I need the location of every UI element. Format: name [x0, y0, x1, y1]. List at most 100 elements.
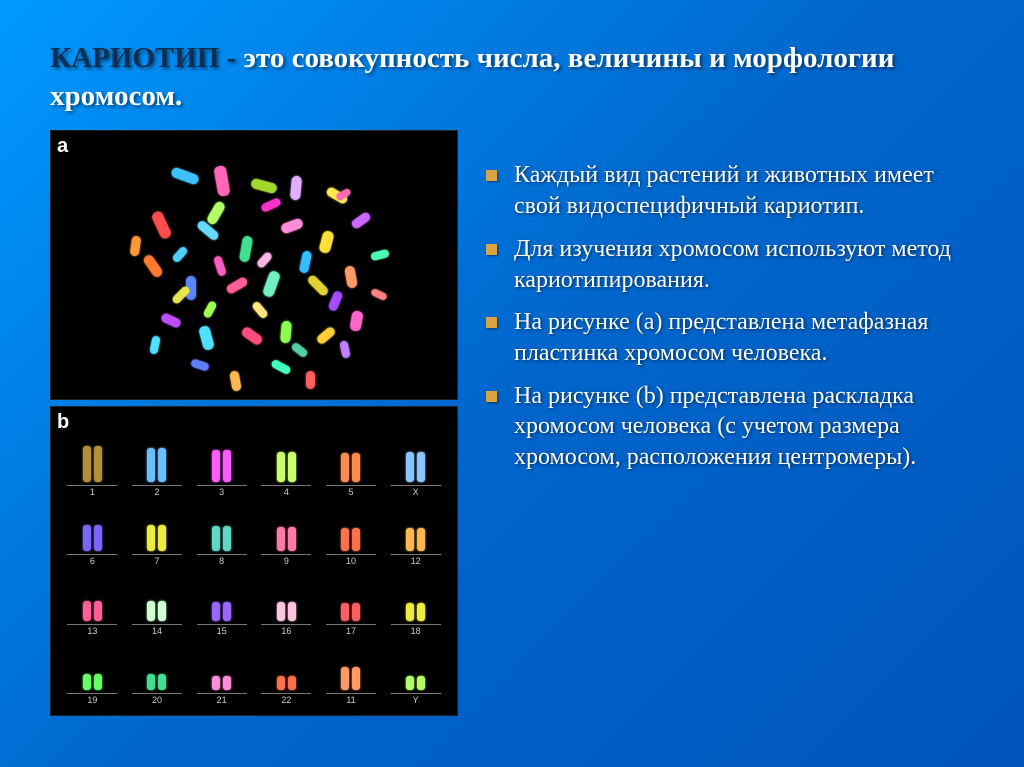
chromosome	[262, 270, 281, 298]
karyotype-cell: 22	[255, 640, 318, 706]
chromosome-number: 13	[67, 624, 117, 636]
chromosome	[229, 371, 241, 392]
chromosome	[352, 453, 360, 482]
chromosome	[196, 220, 220, 242]
chromosome	[94, 446, 102, 482]
chromosome	[288, 527, 296, 551]
karyotype-grid: 12345X678910121314151617181920212211Y	[61, 431, 447, 705]
chromosome	[94, 525, 102, 551]
chromosome	[223, 676, 231, 690]
chromosome	[306, 274, 329, 297]
karyotype-cell: 21	[190, 640, 253, 706]
chromosome	[158, 448, 166, 482]
chromosome	[158, 601, 166, 621]
bullet-item: Для изучения хромосом используют метод к…	[486, 234, 974, 295]
chromosome-pair	[212, 450, 231, 482]
chromosome-number: 22	[261, 693, 311, 705]
chromosome	[290, 176, 302, 201]
title-highlight: КАРИОТИП -	[50, 42, 236, 74]
chromosome-pair	[147, 674, 166, 690]
chromosome	[417, 603, 425, 621]
chromosome	[341, 528, 349, 551]
chromosome-pair	[147, 448, 166, 482]
chromosome	[370, 288, 387, 301]
chromosome	[341, 667, 349, 690]
panel-a-label: a	[57, 135, 68, 158]
chromosome-pair	[341, 528, 360, 551]
slide: КАРИОТИП - это совокупность числа, велич…	[0, 0, 1024, 736]
bullet-item: Каждый вид растений и животных имеет сво…	[486, 160, 974, 221]
chromosome	[251, 301, 269, 320]
chromosome-pair	[83, 674, 102, 690]
chromosome	[240, 326, 264, 347]
chromosome	[83, 601, 91, 621]
chromosome	[280, 218, 304, 235]
karyotype-cell: 20	[126, 640, 189, 706]
chromosome-number: 7	[132, 554, 182, 566]
chromosome	[370, 249, 389, 261]
panel-b-karyotype: b 12345X678910121314151617181920212211Y	[50, 406, 458, 716]
chromosome-pair	[341, 603, 360, 621]
karyotype-cell: 13	[61, 570, 124, 636]
karyotype-cell: 3	[190, 431, 253, 497]
chromosome	[280, 321, 292, 344]
chromosome	[349, 311, 363, 333]
chromosome	[83, 674, 91, 690]
chromosome	[406, 676, 414, 690]
karyotype-cell: 14	[126, 570, 189, 636]
panel-a-metaphase-spread: a	[50, 130, 458, 400]
chromosome	[350, 211, 372, 230]
chromosome-pair	[83, 446, 102, 482]
chromosome-number: 15	[197, 624, 247, 636]
chromosome	[151, 210, 173, 240]
chromosome	[260, 198, 282, 214]
chromosome-number: 10	[326, 554, 376, 566]
karyotype-cell: Y	[384, 640, 447, 706]
chromosome-number: 14	[132, 624, 182, 636]
chromosome-number: 12	[391, 554, 441, 566]
content-row: a b 12345X678910121314151617181920212211…	[50, 130, 974, 716]
chromosome	[213, 256, 227, 277]
chromosome	[147, 601, 155, 621]
chromosome	[417, 528, 425, 551]
chromosome-number: 21	[197, 693, 247, 705]
chromosome	[198, 325, 215, 351]
karyotype-cell: 7	[126, 501, 189, 567]
chromosome	[223, 602, 231, 621]
chromosome	[225, 276, 249, 295]
karyotype-cell: 1	[61, 431, 124, 497]
karyotype-cell: 15	[190, 570, 253, 636]
chromosome-number: Y	[391, 693, 441, 705]
chromosome	[352, 667, 360, 690]
chromosome	[206, 200, 227, 226]
chromosome	[83, 446, 91, 482]
chromosome	[306, 371, 315, 389]
bullet-item: На рисунке (а) представлена метафазная п…	[486, 307, 974, 368]
chromosome	[352, 603, 360, 621]
chromosome	[171, 246, 188, 264]
karyotype-cell: 16	[255, 570, 318, 636]
chromosome-number: 6	[67, 554, 117, 566]
chromosome-number: 17	[326, 624, 376, 636]
chromosome-pair	[83, 601, 102, 621]
chromosome-pair	[147, 525, 166, 551]
chromosome-number: 19	[67, 693, 117, 705]
chromosome	[147, 525, 155, 551]
chromosome	[190, 359, 210, 372]
chromosome	[256, 251, 273, 269]
chromosome	[277, 602, 285, 621]
karyotype-cell: X	[384, 431, 447, 497]
slide-title: КАРИОТИП - это совокупность числа, велич…	[50, 40, 974, 115]
chromosome-pair	[406, 528, 425, 551]
chromosome-number: 1	[67, 485, 117, 497]
chromosome-pair	[277, 527, 296, 551]
chromosome	[341, 603, 349, 621]
karyotype-cell: 19	[61, 640, 124, 706]
chromosome-number: 5	[326, 485, 376, 497]
chromosome	[149, 336, 161, 355]
chromosome	[339, 341, 350, 359]
bullet-item: На рисунке (b) представлена раскладка хр…	[486, 381, 974, 473]
chromosome	[170, 167, 200, 186]
chromosome	[223, 526, 231, 551]
chromosome-number: 11	[326, 693, 376, 705]
